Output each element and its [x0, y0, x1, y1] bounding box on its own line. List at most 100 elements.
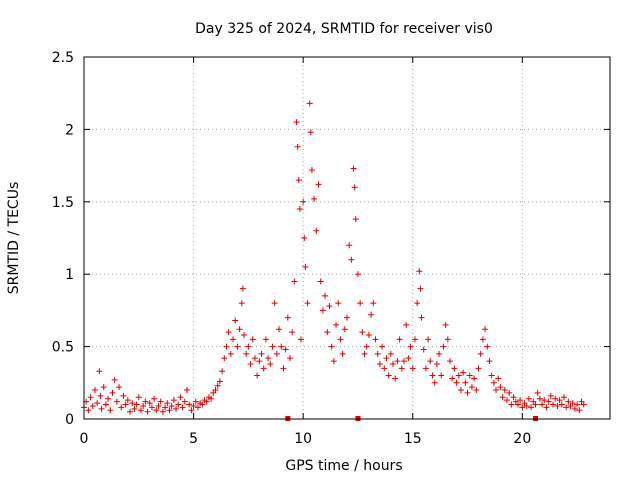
data-point	[576, 407, 583, 414]
data-point	[151, 395, 158, 402]
data-point	[301, 235, 308, 241]
data-point	[243, 350, 250, 357]
data-point	[346, 242, 353, 249]
data-point	[85, 407, 92, 414]
data-point	[433, 360, 440, 367]
data-point	[444, 336, 451, 343]
data-point	[190, 402, 197, 409]
data-point	[460, 369, 467, 376]
data-point	[333, 321, 340, 328]
data-point	[440, 343, 447, 350]
data-point	[508, 401, 515, 408]
data-point	[159, 408, 166, 415]
data-point	[227, 350, 234, 357]
data-point	[162, 404, 169, 411]
x-tick-label: 20	[513, 431, 531, 447]
data-point	[184, 387, 191, 394]
data-point	[116, 384, 123, 391]
data-point	[344, 314, 350, 321]
y-tick-label: 0.5	[52, 340, 74, 356]
data-point	[532, 401, 539, 408]
data-point	[438, 372, 445, 379]
data-point	[221, 355, 228, 362]
data-point	[256, 358, 263, 365]
data-point	[554, 402, 561, 409]
data-point	[392, 375, 399, 382]
data-point	[569, 400, 576, 407]
data-point	[278, 343, 285, 350]
data-point	[297, 336, 304, 343]
data-point	[550, 401, 557, 408]
data-point	[326, 303, 333, 310]
data-point	[468, 384, 475, 391]
data-point	[525, 395, 532, 402]
data-point	[254, 372, 261, 379]
data-point	[414, 300, 421, 307]
plot-frame	[83, 56, 611, 420]
y-tick-label: 0	[65, 412, 74, 428]
data-point	[133, 401, 140, 408]
data-point	[556, 397, 563, 404]
data-point	[431, 379, 438, 386]
data-point	[486, 358, 493, 365]
data-point	[547, 392, 554, 399]
data-point	[232, 317, 239, 324]
data-point	[351, 184, 358, 191]
data-point	[324, 329, 331, 336]
data-point	[168, 402, 175, 409]
data-point	[390, 360, 397, 367]
data-point	[493, 387, 500, 394]
data-point	[109, 389, 116, 396]
data-point	[291, 278, 298, 285]
data-point	[127, 408, 134, 415]
data-point	[91, 387, 98, 394]
data-point	[409, 365, 416, 372]
data-point	[315, 181, 322, 188]
data-point	[102, 401, 109, 408]
data-point	[251, 355, 258, 362]
data-point	[304, 300, 311, 307]
data-point	[354, 271, 361, 278]
y-tick-label: 1.5	[52, 195, 74, 211]
data-point	[287, 355, 294, 362]
data-point	[317, 278, 324, 285]
data-point	[199, 401, 206, 408]
data-point	[236, 326, 243, 333]
data-point	[497, 384, 504, 391]
data-point	[284, 314, 291, 321]
data-point	[475, 365, 482, 372]
data-point	[379, 343, 386, 350]
data-point	[385, 372, 392, 379]
data-point	[560, 394, 567, 401]
data-point	[96, 368, 103, 375]
data-point	[214, 382, 221, 389]
data-point	[300, 198, 307, 205]
data-point	[571, 405, 578, 412]
data-point	[420, 346, 427, 353]
data-point	[258, 350, 265, 357]
data-point	[135, 394, 142, 401]
data-point	[519, 404, 526, 411]
data-point	[565, 398, 572, 405]
data-point	[528, 404, 535, 411]
data-point	[239, 285, 246, 292]
data-point	[442, 321, 449, 328]
data-point	[394, 358, 401, 365]
data-point	[97, 392, 104, 399]
data-point	[155, 402, 162, 409]
data-point	[350, 165, 357, 172]
data-point	[473, 387, 480, 394]
data-point	[381, 365, 388, 372]
data-point	[260, 365, 267, 372]
data-point	[219, 368, 226, 375]
data-point	[311, 195, 318, 202]
data-point	[501, 387, 508, 394]
data-point	[230, 336, 237, 343]
data-point	[490, 379, 497, 386]
data-point	[447, 358, 454, 365]
data-point	[534, 389, 541, 396]
data-point	[457, 387, 464, 394]
data-point	[517, 397, 524, 404]
